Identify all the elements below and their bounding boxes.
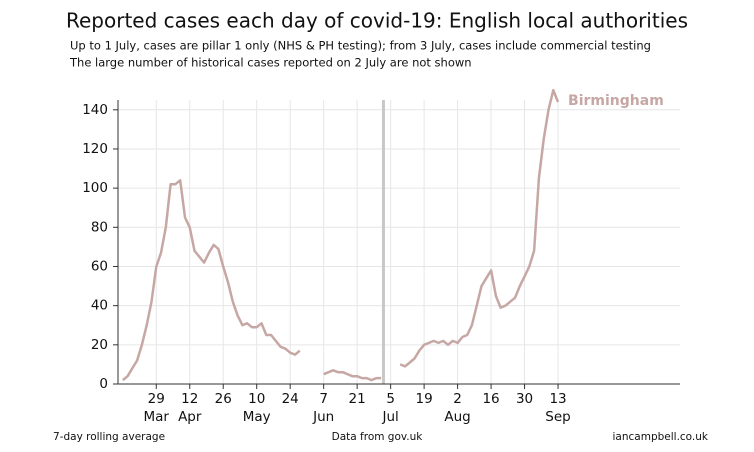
x-tick-label: 13 bbox=[549, 391, 566, 407]
x-tick-label: 12 bbox=[181, 391, 198, 407]
x-tick-label: 26 bbox=[215, 391, 232, 407]
y-tick-label: 60 bbox=[91, 258, 108, 274]
x-tick-label: 21 bbox=[349, 391, 366, 407]
x-tick-label: 19 bbox=[416, 391, 433, 407]
x-month-label: Mar bbox=[144, 409, 170, 425]
x-tick-label: 29 bbox=[148, 391, 165, 407]
y-tick-label: 40 bbox=[91, 298, 108, 314]
footer-left: 7-day rolling average bbox=[53, 431, 165, 443]
x-tick-label: 7 bbox=[319, 391, 328, 407]
x-month-label: Sep bbox=[545, 409, 570, 425]
y-tick-label: 100 bbox=[82, 180, 108, 196]
x-tick-label: 30 bbox=[516, 391, 533, 407]
x-tick-label: 24 bbox=[282, 391, 299, 407]
chart-title: Reported cases each day of covid-19: Eng… bbox=[66, 9, 688, 33]
y-tick-label: 80 bbox=[91, 219, 108, 235]
x-month-label: Aug bbox=[444, 409, 470, 425]
subtitle: The large number of historical cases rep… bbox=[69, 56, 472, 70]
x-month-label: May bbox=[243, 409, 271, 425]
x-tick-label: 10 bbox=[248, 391, 265, 407]
x-month-label: Jul bbox=[381, 409, 398, 425]
series-label: Birmingham bbox=[568, 93, 664, 109]
x-tick-label: 2 bbox=[453, 391, 462, 407]
footer-center: Data from gov.uk bbox=[332, 431, 424, 443]
footer-right: iancampbell.co.uk bbox=[613, 431, 709, 443]
y-tick-label: 120 bbox=[82, 141, 108, 157]
y-tick-label: 20 bbox=[91, 337, 108, 353]
series-line bbox=[122, 88, 560, 382]
x-tick-label: 16 bbox=[482, 391, 499, 407]
subtitle: Up to 1 July, cases are pillar 1 only (N… bbox=[70, 39, 651, 53]
x-tick-label: 5 bbox=[386, 391, 395, 407]
y-tick-label: 140 bbox=[82, 102, 108, 118]
x-month-label: Jun bbox=[312, 409, 334, 425]
x-month-label: Apr bbox=[178, 409, 202, 425]
y-tick-label: 0 bbox=[99, 376, 108, 392]
